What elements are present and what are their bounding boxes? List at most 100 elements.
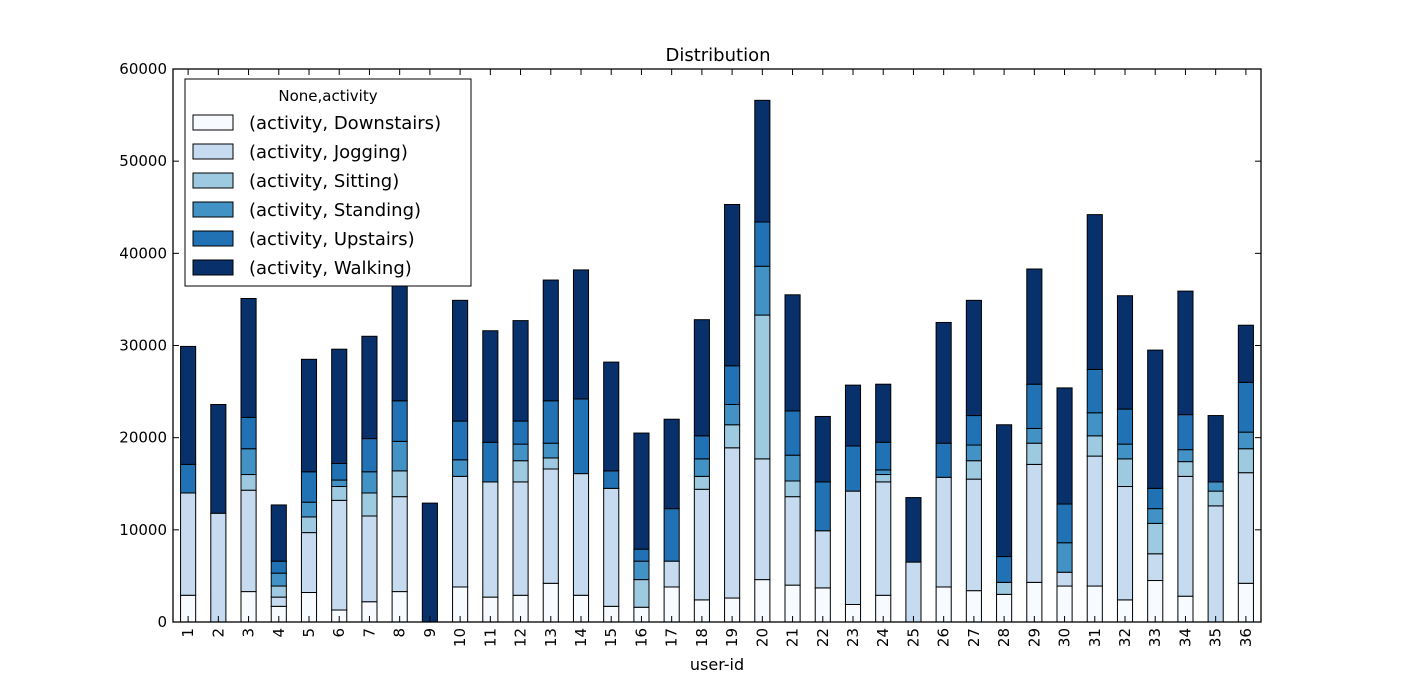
bar-segment-user-9-series-5 [421,502,438,623]
y-tick-label: 50000 [119,152,167,170]
bar-segment-user-5-series-1 [300,532,318,594]
bar-segment-user-19-series-5 [724,203,741,367]
bar-segment-user-20-series-3 [754,265,771,316]
bar-segment-user-18-series-2 [693,475,710,490]
bar-segment-user-35-series-5 [1207,415,1224,483]
bar-segment-user-3-series-2 [240,474,257,491]
legend: None,activity (activity, Downstairs)(act… [184,78,472,287]
bar-segment-user-18-series-5 [693,319,710,437]
y-tick-label: 10000 [119,521,167,539]
bar-segment-user-14-series-4 [572,398,590,475]
bar-segment-user-32-series-2 [1116,458,1134,488]
bar-segment-user-21-series-1 [784,496,801,586]
bar-segment-user-13-series-2 [542,457,559,470]
legend-swatch-0 [192,114,234,131]
legend-swatch-4 [192,230,234,247]
x-tick-label-7: 7 [360,628,378,638]
bar-segment-user-18-series-4 [693,435,710,460]
bar-segment-user-12-series-3 [512,443,529,462]
bar-segment-user-33-series-2 [1147,522,1164,555]
bar-segment-user-21-series-4 [784,410,801,456]
bar-segment-user-31-series-4 [1086,368,1103,414]
bar-segment-user-6-series-2 [331,486,348,501]
x-tick-label-3: 3 [240,628,258,638]
bar-segment-user-15-series-5 [603,361,620,472]
bar-segment-user-30-series-3 [1056,542,1073,573]
bar-segment-user-4-series-4 [270,560,287,574]
bar-segment-user-17-series-1 [663,560,680,588]
legend-title: None,activity [278,87,377,105]
x-tick-label-10: 10 [451,628,469,647]
x-tick-label-17: 17 [663,628,681,647]
bar-segment-user-28-series-4 [996,556,1013,583]
bar-segment-user-2-series-5 [210,403,227,514]
bar-segment-user-36-series-5 [1237,324,1254,383]
bar-segment-user-7-series-2 [361,492,378,517]
bar-segment-user-27-series-4 [965,415,982,446]
x-tick-label-29: 29 [1025,628,1043,647]
bar-segment-user-18-series-1 [693,488,710,601]
x-tick-label-26: 26 [935,628,953,647]
bar-segment-user-20-series-0 [754,579,771,623]
bar-segment-user-22-series-1 [814,530,831,589]
bar-segment-user-10-series-1 [452,475,469,588]
x-tick-label-5: 5 [300,628,318,638]
legend-label-3: (activity, Standing) [249,200,421,221]
bar-segment-user-36-series-4 [1237,381,1254,433]
x-tick-label-14: 14 [572,628,590,647]
x-tick-label-4: 4 [270,628,288,638]
x-tick-label-23: 23 [844,628,862,647]
bar-segment-user-16-series-5 [633,432,650,550]
bar-segment-user-14-series-5 [572,269,590,400]
x-tick-label-12: 12 [512,628,530,647]
x-tick-label-36: 36 [1237,628,1255,647]
bar-segment-user-32-series-5 [1116,295,1134,410]
bar-segment-user-16-series-4 [633,548,650,562]
bar-segment-user-7-series-1 [361,515,378,603]
bar-segment-user-23-series-1 [844,490,862,605]
bar-segment-user-6-series-1 [331,499,348,611]
bar-segment-user-10-series-5 [452,299,469,422]
bar-segment-user-26-series-4 [935,442,952,478]
y-tick-label: 0 [157,613,167,631]
bar-segment-user-6-series-3 [331,479,348,488]
bar-segment-user-12-series-5 [512,320,529,422]
bar-segment-user-35-series-3 [1207,481,1224,492]
legend-swatch-5 [192,259,234,276]
bar-segment-user-23-series-5 [844,384,862,447]
y-tick-label: 40000 [119,244,167,262]
legend-items: (activity, Downstairs) (activity, Jogging… [192,113,441,279]
bar-segment-user-32-series-1 [1116,486,1134,601]
x-tick-label-6: 6 [330,628,348,638]
x-tick-label-15: 15 [602,628,620,647]
bar-segment-user-5-series-5 [300,358,318,473]
bar-segment-user-33-series-1 [1147,553,1164,582]
y-axis: 0 10000 20000 30000 40000 50000 60000 [119,60,1261,631]
bar-segment-user-23-series-4 [844,445,862,492]
legend-label-2: (activity, Sitting) [249,171,399,192]
legend-swatch-1 [192,143,234,160]
bar-segment-user-3-series-1 [240,489,257,593]
bar-segment-user-34-series-5 [1177,290,1194,416]
bar-segment-user-33-series-4 [1147,487,1164,510]
x-tick-label-1: 1 [179,628,197,638]
bar-segment-user-34-series-1 [1177,475,1194,597]
bar-segment-user-7-series-3 [361,471,378,494]
x-tick-label-21: 21 [784,628,802,647]
x-tick-label-18: 18 [693,628,711,647]
bar-segment-user-22-series-5 [814,415,831,483]
bar-segment-user-28-series-2 [996,581,1013,595]
x-tick-label-31: 31 [1086,628,1104,647]
bar-segment-user-13-series-1 [542,468,559,584]
bar-segment-user-11-series-1 [482,481,499,598]
bar-segment-user-29-series-3 [1026,427,1043,444]
bar-segment-user-29-series-1 [1026,463,1043,583]
x-tick-label-27: 27 [965,628,983,647]
bar-segment-user-27-series-5 [965,299,982,417]
bar-segment-user-10-series-4 [452,420,469,461]
bar-segment-user-13-series-3 [542,442,559,459]
bar-segment-user-16-series-3 [633,560,650,581]
x-tick-label-9: 9 [421,628,439,638]
bar-segment-user-34-series-2 [1177,461,1194,477]
legend-swatch-2 [192,172,234,189]
